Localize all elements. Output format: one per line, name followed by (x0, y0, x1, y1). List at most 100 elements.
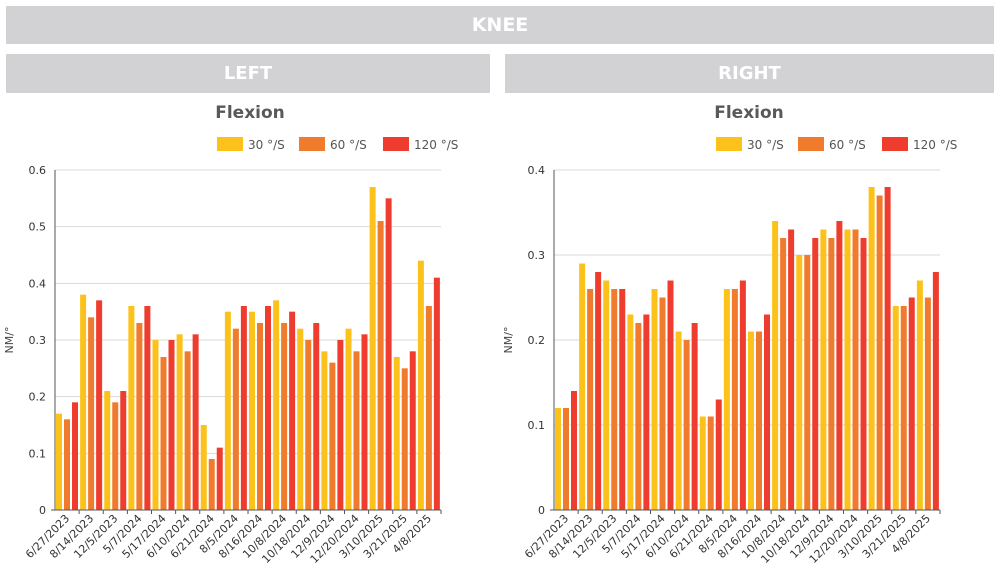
left-bar-10-series-2 (313, 323, 320, 510)
right-bar-14-series-1 (900, 306, 907, 510)
right-bar-9-series-0 (772, 221, 779, 510)
left-bar-11-series-0 (321, 351, 328, 510)
left-bar-5-series-1 (184, 351, 191, 510)
left-bar-2-series-2 (120, 391, 127, 510)
left-bar-9-series-2 (289, 311, 296, 510)
right-bar-2-series-2 (619, 289, 626, 510)
left-legend-swatch-0 (217, 137, 243, 151)
left-legend-swatch-2 (383, 137, 409, 151)
left-bar-2-series-1 (112, 402, 119, 510)
left-bar-10-series-1 (305, 340, 312, 510)
left-bar-9-series-0 (273, 300, 280, 510)
right-panel-header: RIGHT (505, 54, 994, 93)
left-bar-2-series-0 (104, 391, 111, 510)
left-bar-14-series-2 (409, 351, 416, 510)
right-bar-8-series-2 (764, 314, 770, 510)
left-bar-5-series-0 (176, 334, 183, 510)
right-bar-5-series-1 (683, 340, 690, 510)
left-bar-7-series-0 (224, 311, 231, 510)
right-bar-10-series-1 (804, 255, 811, 510)
right-bar-7-series-1 (731, 289, 738, 510)
right-bar-1-series-2 (595, 272, 602, 510)
right-bar-14-series-2 (908, 297, 915, 510)
knee-title: KNEE (471, 14, 529, 36)
right-bar-10-series-2 (812, 238, 819, 510)
right-bar-4-series-2 (667, 280, 674, 510)
right-bar-3-series-0 (627, 314, 634, 510)
left-bar-3-series-1 (136, 323, 143, 510)
right-bar-15-series-0 (916, 280, 923, 510)
left-bar-9-series-1 (281, 323, 288, 510)
left-bar-11-series-2 (337, 340, 344, 510)
right-bar-11-series-1 (828, 238, 835, 510)
right-bar-4-series-1 (659, 297, 666, 510)
right-bar-10-series-0 (796, 255, 803, 510)
right-bar-4-series-0 (651, 289, 658, 510)
right-y-tick-0: 0 (538, 504, 545, 517)
left-bar-0-series-2 (72, 402, 78, 510)
left-bar-12-series-0 (345, 328, 352, 510)
left-bar-13-series-2 (385, 198, 392, 510)
right-y-tick-4: 0.4 (528, 164, 546, 177)
left-bar-12-series-1 (353, 351, 360, 510)
left-bar-5-series-2 (192, 334, 199, 510)
left-bar-10-series-0 (297, 328, 304, 510)
left-bar-15-series-0 (417, 260, 424, 510)
left-bar-6-series-1 (208, 459, 215, 510)
left-legend-label-2: 120 °/S (414, 138, 458, 152)
left-bar-4-series-1 (160, 357, 167, 510)
right-bar-12-series-2 (860, 238, 867, 510)
left-flexion-chart: Flexion 30 °/S 60 °/S 120 °/S NM/° 0 0.1 0.2 0.3… (3, 103, 458, 566)
left-legend-swatch-1 (299, 137, 325, 151)
right-bar-0-series-0 (555, 408, 561, 510)
right-bar-13-series-2 (884, 187, 891, 510)
right-bar-12-series-0 (844, 229, 851, 510)
left-y-tick-0: 0 (39, 504, 46, 517)
left-bar-12-series-2 (361, 334, 368, 510)
left-bar-11-series-1 (329, 362, 336, 510)
left-bar-8-series-2 (265, 306, 271, 510)
left-y-axis-label: NM/° (3, 327, 16, 354)
left-y-tick-6: 0.6 (29, 164, 47, 177)
right-legend-swatch-2 (882, 137, 908, 151)
left-bar-0-series-1 (64, 419, 70, 510)
right-chart-title: Flexion (714, 103, 784, 123)
left-bar-15-series-2 (433, 277, 440, 510)
right-bar-15-series-2 (932, 272, 939, 510)
left-bar-1-series-2 (96, 300, 103, 510)
right-bar-0-series-2 (571, 391, 577, 510)
left-bar-6-series-0 (200, 425, 207, 510)
left-bar-4-series-2 (168, 340, 175, 510)
left-bar-6-series-2 (216, 447, 223, 510)
left-bar-1-series-1 (88, 317, 95, 510)
right-y-tick-3: 0.3 (528, 249, 546, 262)
right-y-tick-1: 0.1 (528, 419, 546, 432)
right-bar-3-series-2 (643, 314, 650, 510)
right-bar-8-series-1 (756, 331, 762, 510)
right-bar-13-series-1 (876, 195, 883, 510)
right-bar-2-series-1 (611, 289, 618, 510)
right-bar-1-series-1 (587, 289, 594, 510)
right-bar-6-series-2 (715, 399, 722, 510)
right-legend-label-2: 120 °/S (913, 138, 957, 152)
left-bar-13-series-1 (377, 221, 384, 510)
right-bar-0-series-1 (563, 408, 569, 510)
left-bar-3-series-0 (128, 306, 135, 510)
left-chart-title: Flexion (215, 103, 285, 123)
left-y-tick-1: 0.1 (29, 447, 47, 460)
right-bar-15-series-1 (924, 297, 931, 510)
right-bar-6-series-0 (699, 416, 706, 510)
right-bar-7-series-0 (723, 289, 730, 510)
left-bar-4-series-0 (152, 340, 159, 510)
left-y-tick-4: 0.4 (29, 277, 47, 290)
left-panel-title: LEFT (223, 63, 273, 84)
right-bar-2-series-0 (603, 280, 610, 510)
left-bar-1-series-0 (80, 294, 87, 510)
left-y-tick-3: 0.3 (29, 334, 47, 347)
right-panel-title: RIGHT (718, 63, 781, 84)
right-bar-11-series-0 (820, 229, 827, 510)
right-bar-6-series-1 (707, 416, 714, 510)
right-bar-11-series-2 (836, 221, 843, 510)
left-bar-7-series-1 (232, 328, 239, 510)
right-legend-swatch-0 (716, 137, 742, 151)
